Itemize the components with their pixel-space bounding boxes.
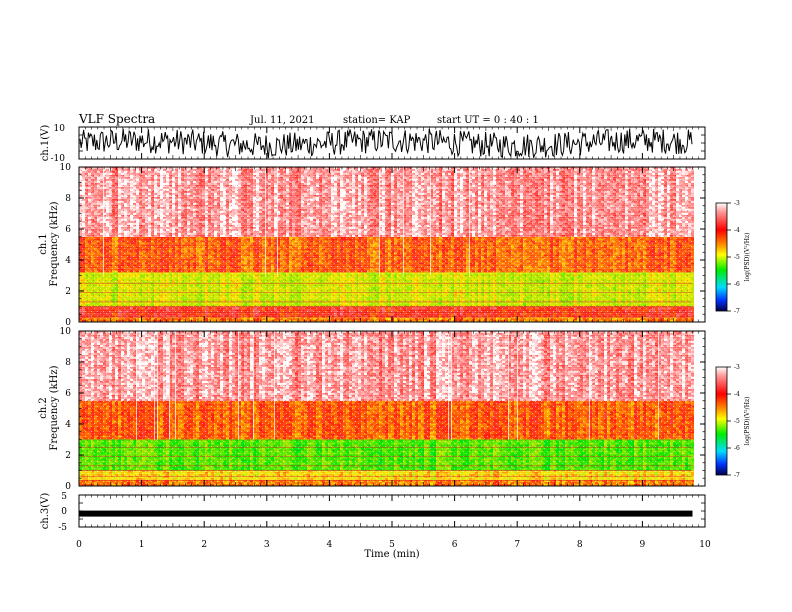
start-time-label: start UT = 0 : 40 : 1: [437, 115, 539, 126]
ch1-ytick: 10: [54, 124, 66, 134]
ch1-ylabel: ch.1(V): [40, 125, 51, 162]
ch1-spectrogram-image: [79, 167, 705, 322]
station-label: station= KAP: [343, 115, 411, 126]
date-label: Jul. 11, 2021: [249, 115, 315, 126]
figure-title: VLF Spectra: [78, 112, 155, 126]
ch1-ytick: -10: [51, 154, 66, 164]
panel-ch1-waveform: 10 -10 ch.1(V): [40, 124, 706, 164]
ch1-waveform-line: [79, 128, 693, 159]
